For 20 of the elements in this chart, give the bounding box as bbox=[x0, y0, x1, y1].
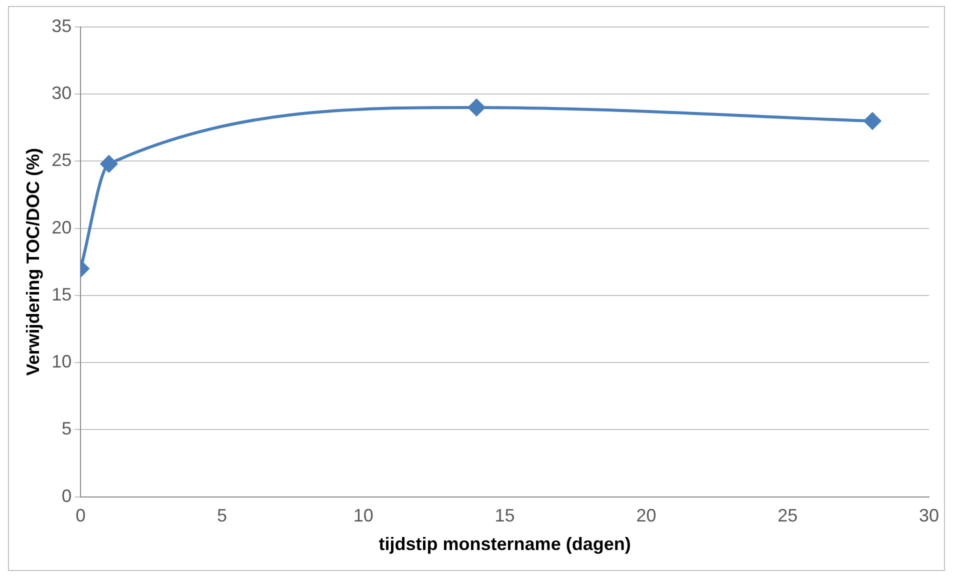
x-tick-label: 10 bbox=[353, 506, 374, 526]
point bbox=[864, 112, 881, 130]
y-axis-title: Verwijdering TOC/DOC (%) bbox=[22, 148, 43, 376]
y-tick-label: 20 bbox=[52, 217, 72, 238]
point bbox=[100, 155, 118, 172]
x-tick-label: 20 bbox=[636, 506, 656, 526]
x-tick-label: 0 bbox=[76, 506, 86, 526]
point bbox=[468, 99, 486, 116]
y-tick-label: 15 bbox=[52, 284, 72, 304]
y-tick-label: 10 bbox=[52, 352, 72, 372]
y-tick-label: 35 bbox=[52, 16, 72, 36]
x-tick-label: 15 bbox=[494, 506, 515, 526]
y-tick-label: 5 bbox=[62, 418, 72, 439]
x-tick-label: 30 bbox=[918, 506, 940, 526]
x-tick-label: 25 bbox=[778, 506, 798, 526]
y-tick-label: 30 bbox=[52, 83, 72, 104]
x-axis-title: tijdstip monstername (dagen) bbox=[378, 534, 631, 554]
y-tick-label: 25 bbox=[52, 150, 72, 170]
y-tick-label: 0 bbox=[62, 486, 72, 506]
x-tick-label: 5 bbox=[217, 506, 228, 526]
